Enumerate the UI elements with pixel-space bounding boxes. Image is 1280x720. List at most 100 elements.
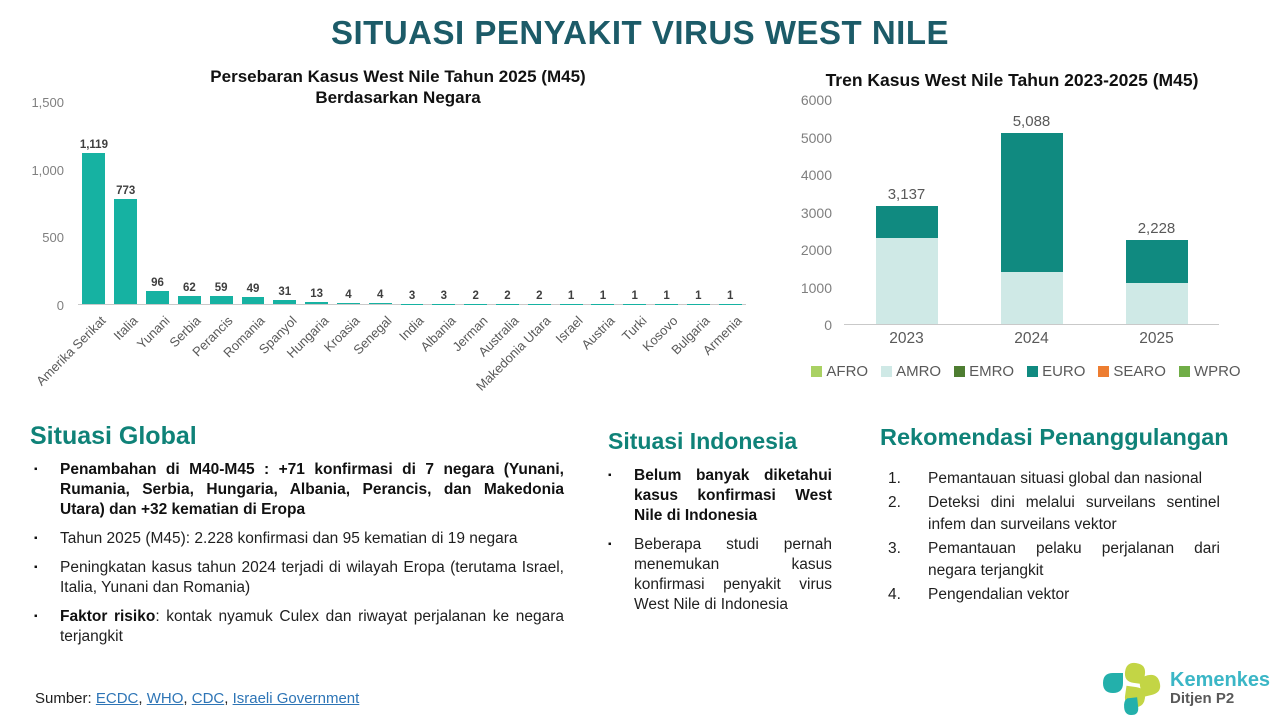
- y-tick-label: 1000: [800, 279, 832, 296]
- bar-slot: 1: [555, 102, 587, 304]
- bullet-text: Peningkatan kasus tahun 2024 terjadi di …: [60, 559, 564, 596]
- stack-slot: 3,137: [844, 100, 969, 324]
- stack-segment-euro: [1125, 240, 1188, 283]
- bar-slot: 1: [682, 102, 714, 304]
- bar-value-label: 1: [663, 289, 670, 302]
- y-tick-label: 0: [824, 317, 832, 333]
- heading-situasi-global: Situasi Global: [30, 422, 197, 450]
- bar-slot: 31: [269, 102, 301, 304]
- bullet-text: Faktor risiko: kontak nyamuk Culex dan r…: [60, 608, 564, 645]
- rekomendasi-item: 1. Pemantauan situasi global dan nasional: [888, 468, 1220, 490]
- bar-slot: 3: [428, 102, 460, 304]
- bar-slot: 1: [587, 102, 619, 304]
- stack-segment-amro: [875, 237, 938, 324]
- bar-value-label: 62: [182, 281, 196, 294]
- bar: [241, 297, 265, 304]
- y-tick-label: 6000: [800, 92, 832, 108]
- bar-slot: 59: [205, 102, 237, 304]
- stack-total-label: 3,137: [887, 186, 926, 204]
- rekomendasi-item: 2. Deteksi dini melalui surveilans sentin…: [888, 492, 1220, 536]
- heading-situasi-indonesia: Situasi Indonesia: [608, 428, 798, 454]
- source-link-cdc[interactable]: CDC: [191, 690, 225, 707]
- bar-value-label: 59: [214, 282, 228, 295]
- kemenkes-logo-text: Kemenkes Ditjen P2: [1170, 668, 1271, 707]
- bar: [146, 291, 169, 304]
- bullet-item: ▪ Tahun 2025 (M45): 2.228 konfirmasi dan …: [34, 529, 564, 549]
- bar-value-label: 3: [408, 289, 416, 302]
- bullet-text: Beberapa studi pernah menemukan kasus ko…: [634, 536, 832, 613]
- legend-swatch-icon: [1027, 366, 1039, 377]
- legend-item-emro: EMRO: [954, 363, 1014, 380]
- bar-value-label: 1,119: [79, 138, 108, 151]
- x-tick-label: 2023: [889, 330, 924, 347]
- legend-swatch-icon: [881, 366, 893, 377]
- country-bar-chart: Persebaran Kasus West Nile Tahun 2025 (M…: [8, 66, 760, 418]
- bar-value-label: 1: [567, 289, 575, 302]
- source-link-who[interactable]: WHO: [146, 690, 184, 707]
- heading-rekomendasi: Rekomendasi Penanggulangan: [880, 424, 1229, 450]
- country-chart-y-axis: 1,500 1,000 500 0: [8, 95, 70, 313]
- page-title: SITUASI PENYAKIT VIRUS WEST NILE: [330, 14, 950, 51]
- bar: [177, 295, 201, 304]
- bar: [273, 299, 297, 304]
- sources-label: Sumber:: [35, 690, 96, 707]
- rekomendasi-item-number: 1.: [888, 470, 901, 487]
- legend-label: EMRO: [969, 363, 1015, 380]
- kemenkes-logo: Kemenkes Ditjen P2: [1100, 660, 1270, 716]
- trend-chart-title: Tren Kasus West Nile Tahun 2023-2025 (M4…: [825, 70, 1199, 90]
- bullet-text: Belum banyak diketahui kasus konfirmasi …: [634, 467, 832, 524]
- stack-slot: 2,228: [1094, 100, 1219, 324]
- bar: [114, 199, 138, 304]
- y-tick-label: 3000: [800, 204, 832, 221]
- source-link-ecdc[interactable]: ECDC: [95, 690, 139, 707]
- y-tick-label: 500: [42, 230, 64, 246]
- legend-label: AFRO: [826, 363, 869, 380]
- y-tick-label: 1,000: [31, 162, 64, 178]
- country-chart-title-line1: Persebaran Kasus West Nile Tahun 2025 (M…: [210, 67, 586, 86]
- stack-segment-amro: [1000, 271, 1063, 324]
- legend-swatch-icon: [954, 366, 966, 377]
- bar-value-label: 96: [151, 277, 164, 290]
- bar: [305, 302, 329, 304]
- rekomendasi-list: 1. Pemantauan situasi global dan nasional…: [888, 468, 1220, 608]
- trend-chart-y-axis: 6000 5000 4000 3000 2000 1000 0: [786, 92, 838, 333]
- trend-chart-x-axis: 2023 2024 2025: [844, 330, 1219, 350]
- rekomendasi-item-text: Deteksi dini melalui surveilans sentinel…: [928, 494, 1220, 533]
- rekomendasi-item: 4. Pengendalian vektor: [888, 584, 1220, 606]
- bar-value-label: 3: [440, 289, 448, 302]
- legend-swatch-icon: [811, 366, 823, 377]
- bar-slot: 13: [301, 102, 333, 304]
- bar-slot: 3: [396, 102, 428, 304]
- source-link-israeli-government[interactable]: Israeli Government: [232, 690, 360, 707]
- bar-slot: 4: [364, 102, 396, 304]
- y-tick-label: 2000: [800, 242, 832, 258]
- bar-slot: 2: [492, 102, 524, 304]
- bar-slot: 1: [651, 102, 683, 304]
- y-tick-label: 5000: [800, 129, 832, 146]
- sources-line: Sumber: ECDC, WHO, CDC, Israeli Governme…: [35, 690, 360, 707]
- bullet-item: ▪ Peningkatan kasus tahun 2024 terjadi di…: [34, 558, 564, 598]
- rekomendasi-item-number: 2.: [888, 494, 901, 511]
- bar-value-label: 31: [278, 285, 292, 298]
- legend-item-amro: AMRO: [881, 363, 941, 380]
- legend-item-afro: AFRO: [811, 363, 868, 380]
- y-tick-label: 4000: [800, 167, 832, 183]
- bar-value-label: 2: [472, 289, 479, 302]
- trend-chart-legend: AFRO AMRO EMRO EURO SEARO WPRO: [811, 363, 1241, 380]
- stack-total-label: 2,228: [1137, 220, 1176, 238]
- bar: [209, 296, 233, 304]
- country-chart-plot: 1,119 773 96 62 59 49 31 13 4 4 3 3 2 2 2 1 1 1 1 1 1: [78, 102, 746, 305]
- bar-value-label: 773: [116, 185, 136, 198]
- legend-swatch-icon: [1178, 366, 1190, 377]
- kemenkes-logo-name: Kemenkes: [1170, 668, 1271, 691]
- bar-value-label: 4: [377, 289, 384, 302]
- y-tick-label: 1,500: [31, 95, 64, 110]
- bar-value-label: 49: [246, 283, 260, 296]
- bar-value-label: 4: [345, 289, 352, 302]
- bullet-marker-icon: ▪: [608, 470, 612, 481]
- bullet-item: ▪ Faktor risiko: kontak nyamuk Culex dan …: [34, 607, 564, 647]
- rekomendasi-item-text: Pengendalian vektor: [928, 586, 1070, 603]
- bullet-marker-icon: ▪: [34, 611, 38, 622]
- bar-value-label: 1: [695, 289, 702, 302]
